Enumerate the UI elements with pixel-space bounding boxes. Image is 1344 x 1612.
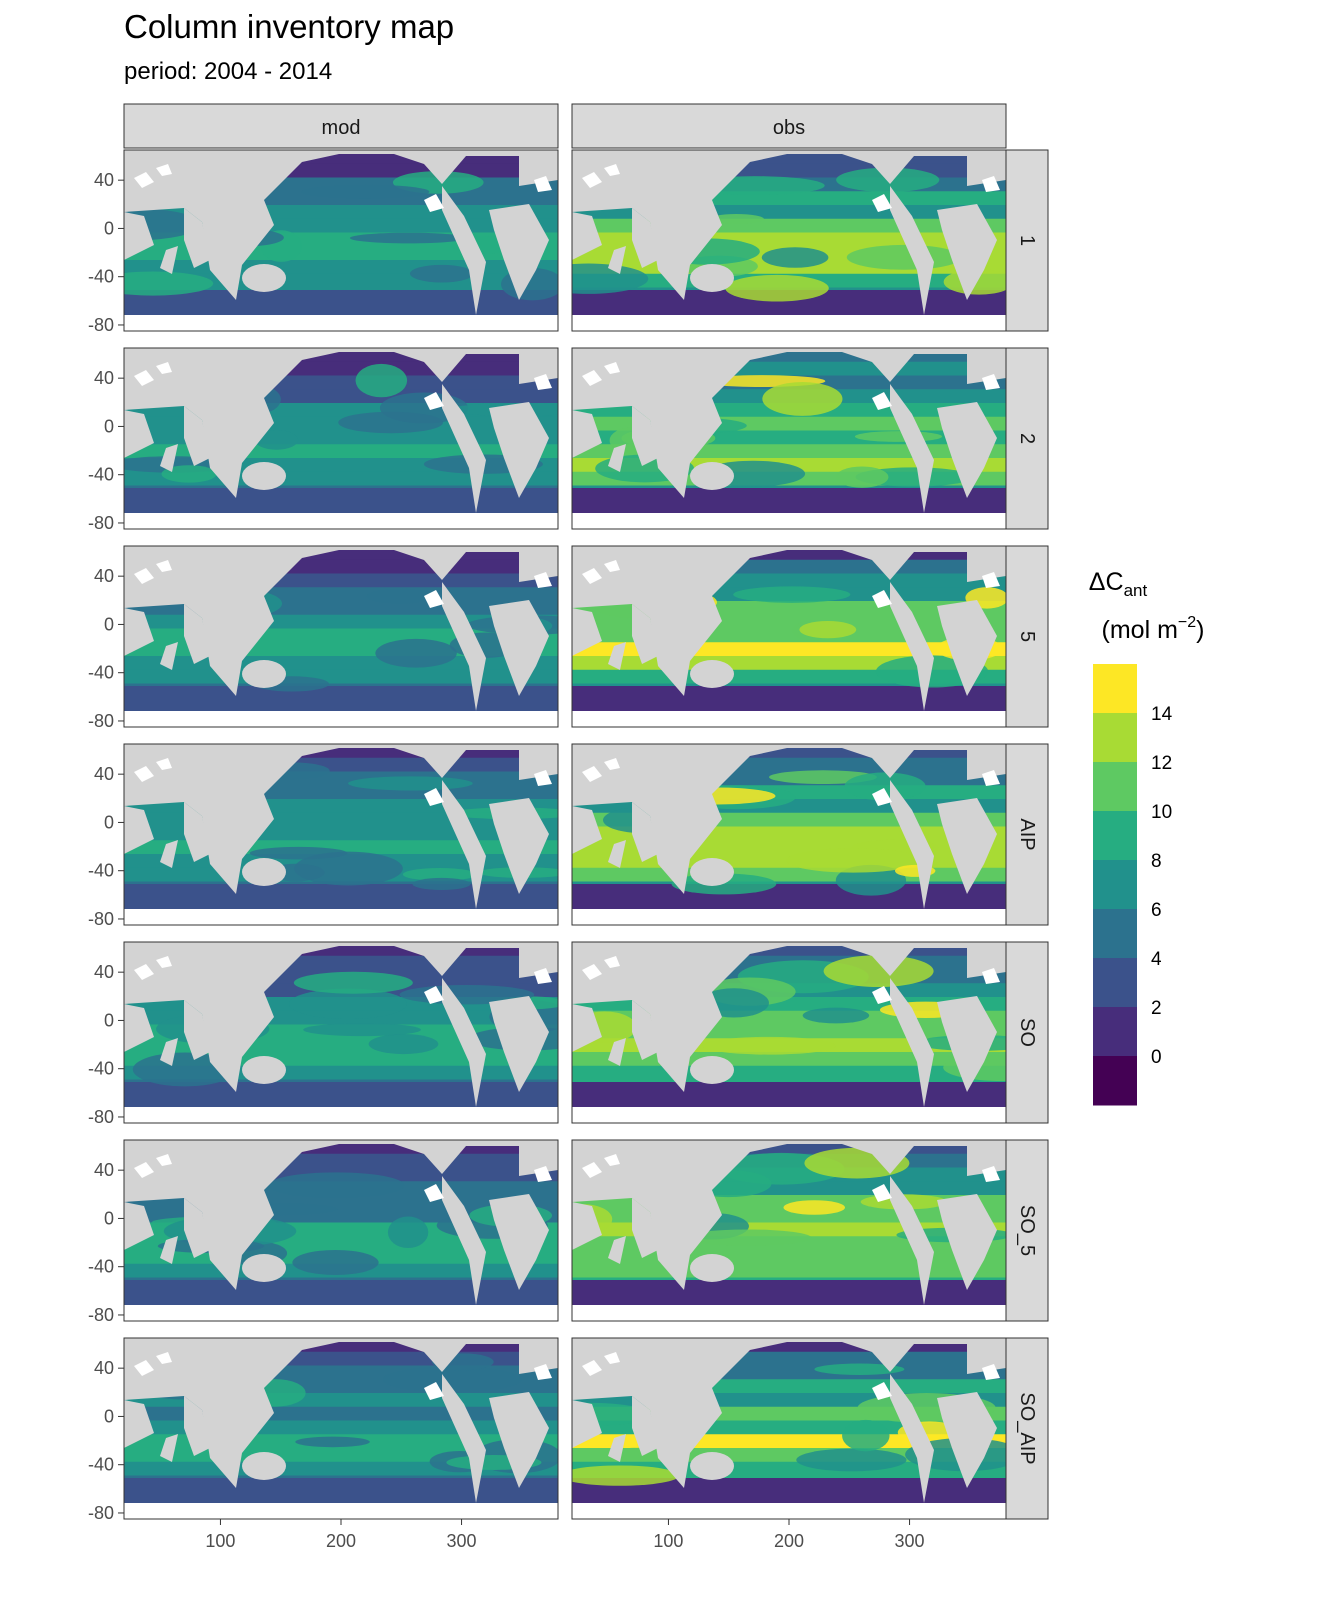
- y-tick-label: 40: [94, 764, 114, 784]
- chart-title: Column inventory map: [124, 8, 455, 45]
- y-tick-label: -80: [88, 711, 114, 731]
- map-panel-obs-AIP: [571, 743, 1007, 926]
- y-tick-label: -40: [88, 861, 114, 881]
- y-tick-label: 0: [104, 812, 114, 832]
- y-tick-label: 0: [104, 416, 114, 436]
- chart-subtitle: period: 2004 - 2014: [124, 58, 333, 85]
- legend-label: 8: [1151, 851, 1162, 872]
- map-panel-mod-SO_AIP: [123, 1337, 559, 1520]
- legend-unit: (mol m−2): [1102, 614, 1205, 644]
- legend-label: 6: [1151, 900, 1162, 921]
- y-tick-label: -40: [88, 465, 114, 485]
- row-strip-label: SO_AIP: [1016, 1392, 1038, 1464]
- x-tick-label: 100: [653, 1531, 683, 1551]
- y-tick-label: -40: [88, 663, 114, 683]
- row-strip-2: [1005, 347, 1049, 530]
- x-tick-label: 200: [326, 1531, 356, 1551]
- legend-swatch: [1093, 811, 1137, 861]
- column-strip-mod: [123, 103, 559, 149]
- row-strip-AIP: [1005, 743, 1049, 926]
- row-strip-SO_AIP: [1005, 1337, 1049, 1520]
- column-strip-label: mod: [322, 117, 361, 139]
- map-panel-obs-1: [571, 149, 1007, 332]
- y-tick-label: -40: [88, 267, 114, 287]
- legend-swatch: [1093, 958, 1137, 1008]
- y-tick-label: -80: [88, 1305, 114, 1325]
- row-strip-label: 1: [1016, 235, 1038, 246]
- y-tick-label: 0: [104, 614, 114, 634]
- y-tick-label: 40: [94, 368, 114, 388]
- row-strip-label: 5: [1016, 631, 1038, 642]
- legend-title: ΔCant: [1089, 568, 1148, 600]
- legend-label: 0: [1151, 1047, 1162, 1068]
- column-strip-label: obs: [773, 117, 805, 139]
- legend-label: 10: [1151, 802, 1172, 823]
- row-strip-label: SO: [1016, 1018, 1038, 1047]
- y-tick-label: -40: [88, 1455, 114, 1475]
- row-strip-label: AIP: [1016, 818, 1038, 850]
- legend-swatch: [1093, 909, 1137, 959]
- y-tick-label: 40: [94, 566, 114, 586]
- legend-label: 4: [1151, 949, 1162, 970]
- map-panel-mod-5: [123, 545, 559, 728]
- row-strip-SO_5: [1005, 1139, 1049, 1322]
- row-strip-SO: [1005, 941, 1049, 1124]
- y-tick-label: 0: [104, 1208, 114, 1228]
- legend-swatch: [1093, 762, 1137, 812]
- x-tick-label: 300: [447, 1531, 477, 1551]
- legend-swatch: [1093, 664, 1137, 714]
- x-tick-label: 100: [205, 1531, 235, 1551]
- y-tick-label: -80: [88, 1107, 114, 1127]
- row-strip-5: [1005, 545, 1049, 728]
- y-tick-label: -80: [88, 1503, 114, 1523]
- y-tick-label: -80: [88, 315, 114, 335]
- legend-swatch: [1093, 860, 1137, 910]
- map-panel-mod-SO_5: [123, 1139, 559, 1322]
- y-tick-label: 0: [104, 218, 114, 238]
- map-panel-obs-5: [571, 545, 1007, 728]
- legend-swatch: [1093, 1056, 1137, 1106]
- map-panel-mod-2: [123, 347, 559, 530]
- y-tick-label: 0: [104, 1010, 114, 1030]
- map-panel-obs-SO_5: [571, 1139, 1007, 1322]
- legend-swatch: [1093, 713, 1137, 763]
- map-panel-obs-2: [571, 347, 1007, 530]
- y-tick-label: 40: [94, 962, 114, 982]
- facet-panels: mod obs 40 0 -40 -80 1 40 0 -40 -80 2 40 0 -40 -80 5 40 0 -…: [88, 103, 1049, 1551]
- map-panel-obs-SO: [571, 941, 1007, 1124]
- map-panel-obs-SO_AIP: [571, 1337, 1007, 1520]
- legend-swatch: [1093, 1007, 1137, 1057]
- map-panel-mod-SO: [123, 941, 559, 1124]
- map-panel-mod-1: [123, 149, 559, 332]
- y-tick-label: 0: [104, 1406, 114, 1426]
- legend-label: 12: [1151, 753, 1172, 774]
- y-tick-label: 40: [94, 1358, 114, 1378]
- legend: ΔCant (mol m−2) 14 12 10 8 6 4 2 0: [1089, 568, 1205, 1106]
- row-strip-label: 2: [1016, 433, 1038, 444]
- legend-label: 2: [1151, 998, 1162, 1019]
- column-strip-obs: [571, 103, 1007, 149]
- y-tick-label: 40: [94, 1160, 114, 1180]
- y-tick-label: 40: [94, 170, 114, 190]
- y-tick-label: -40: [88, 1257, 114, 1277]
- x-tick-label: 300: [895, 1531, 925, 1551]
- y-tick-label: -80: [88, 909, 114, 929]
- y-tick-label: -40: [88, 1059, 114, 1079]
- row-strip-label: SO_5: [1016, 1205, 1038, 1256]
- map-panel-mod-AIP: [123, 743, 559, 926]
- x-tick-label: 200: [774, 1531, 804, 1551]
- legend-label: 14: [1151, 704, 1173, 725]
- row-strip-1: [1005, 149, 1049, 332]
- y-tick-label: -80: [88, 513, 114, 533]
